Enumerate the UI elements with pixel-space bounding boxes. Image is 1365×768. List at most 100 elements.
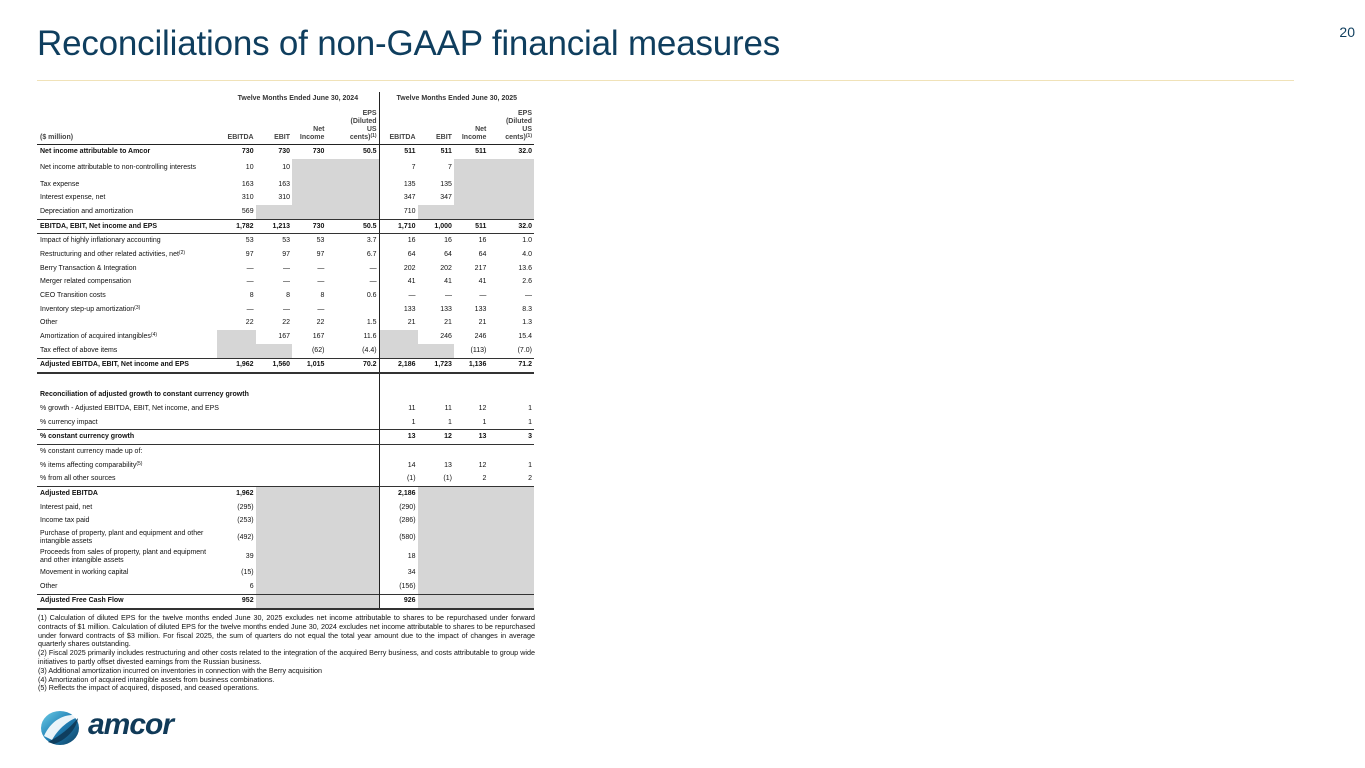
value-cell (488, 445, 534, 459)
period-2025-header: Twelve Months Ended June 30, 2025 (396, 95, 518, 102)
value-cell: 952 (217, 593, 256, 611)
value-cell: 12 (478, 461, 487, 469)
row-label: CEO Transition costs (40, 292, 106, 300)
table-row: EBITDA, EBIT, Net income and EPS 1,782 1,2… (37, 218, 534, 235)
value-cell (217, 343, 256, 359)
value-cell: 347 (440, 194, 452, 202)
value-cell (217, 330, 256, 344)
value-cell: 12 (417, 429, 454, 446)
col-ebitda-2024: EBITDA (217, 106, 256, 145)
value-cell (488, 205, 534, 220)
table-row: Adjusted EBITDA 1,962 2,186 (37, 486, 534, 501)
value-cell: (156) (399, 582, 416, 590)
value-cell: 64 (444, 250, 452, 258)
table-row: Amortization of acquired intangibles(4) 1… (37, 330, 534, 344)
table-body: Twelve Months Ended June 30, 2024 Twelve… (37, 92, 534, 611)
value-cell: — (283, 278, 291, 286)
value-cell: 1,962 (217, 486, 256, 501)
value-cell (255, 343, 293, 359)
row-label: Adjusted EBITDA, EBIT, Net income and EP… (37, 357, 218, 375)
value-cell: 730 (292, 218, 327, 235)
value-cell: 13.6 (518, 264, 532, 272)
table-row: Adjusted Free Cash Flow 952 926 (37, 593, 534, 611)
value-cell: 10 (245, 164, 254, 172)
table-row: Net income attributable to Amcor 730 730 73… (37, 144, 534, 159)
value-cell: 730 (241, 147, 254, 155)
value-cell: 15.4 (518, 333, 532, 341)
value-cell: 710 (403, 207, 416, 215)
row-label: Interest expense, net (40, 194, 106, 202)
amcor-globe-icon (41, 711, 82, 745)
value-cell: 16 (478, 237, 487, 245)
value-cell: 1,782 (217, 218, 256, 235)
row-label: Other (40, 319, 58, 327)
value-cell: 11.6 (326, 330, 380, 344)
col-eps-2024: EPS (Diluted US cents)(1) (326, 106, 380, 145)
value-cell: 13 (444, 461, 452, 469)
row-label: Tax effect of above items (40, 346, 118, 354)
value-cell (292, 191, 327, 206)
value-cell: 71.2 (488, 357, 534, 375)
value-cell: — (326, 275, 380, 290)
value-cell: — (444, 292, 452, 300)
value-cell: — (283, 264, 291, 272)
value-cell (326, 177, 380, 192)
value-cell: 1 (448, 418, 452, 426)
value-cell (255, 205, 293, 220)
footnote-4: (4) Amortization of acquired intangible … (38, 674, 275, 684)
footnote-1: (1) Calculation of diluted EPS for the t… (38, 613, 535, 649)
value-cell: 246 (440, 333, 452, 341)
value-cell: 50.5 (326, 218, 380, 235)
value-cell: (253) (237, 517, 254, 525)
value-cell: — (317, 264, 325, 272)
value-cell: 1,000 (417, 218, 454, 235)
value-cell: 97 (245, 250, 254, 258)
value-cell (292, 158, 327, 178)
value-cell: 246 (474, 333, 487, 341)
value-cell: 2 (528, 475, 532, 483)
table-row: Merger related compensation — — — —41 41 41 2.6 (37, 275, 534, 290)
row-label: Movement in working capital (40, 569, 129, 577)
value-cell (326, 158, 380, 178)
unit-label: ($ million) (37, 106, 218, 145)
value-cell: (580) (399, 533, 416, 541)
value-cell: 730 (278, 147, 291, 155)
value-cell: 310 (278, 194, 291, 202)
row-label: % currency impact (40, 418, 98, 426)
value-cell: (7.0) (517, 346, 532, 354)
footnote-3: (3) Additional amortization incurred on … (38, 665, 323, 675)
value-cell: 12 (478, 404, 487, 412)
col-eps-2025: EPS (Diluted US cents)(1) (488, 106, 534, 145)
value-cell: (4.4) (326, 343, 380, 359)
table-row: % currency impact 1 1 1 1 (37, 415, 534, 430)
value-cell (326, 205, 380, 220)
value-cell: 22 (245, 319, 254, 327)
row-label: EBITDA, EBIT, Net income and EPS (37, 218, 218, 235)
row-label: Restructuring and other related activiti… (40, 249, 186, 258)
row-label: Berry Transaction & Integration (40, 264, 137, 272)
value-cell: 11 (444, 404, 452, 412)
value-cell: 1.5 (326, 316, 380, 331)
table-row: Purchase of property, plant and equipmen… (37, 528, 534, 548)
value-cell: 135 (403, 180, 416, 188)
col-net-income-2024: Net Income (292, 106, 327, 145)
value-cell: 730 (312, 147, 325, 155)
value-cell: 16 (444, 237, 452, 245)
row-label: % constant currency made up of: (40, 447, 143, 455)
value-cell: 32.0 (518, 147, 532, 155)
value-cell: 7 (411, 164, 416, 172)
value-cell: 202 (440, 264, 452, 272)
table-row: Adjusted EBITDA, EBIT, Net income and EP… (37, 357, 534, 375)
value-cell: — (246, 305, 254, 313)
value-cell: 1,723 (417, 357, 454, 375)
table-row: Impact of highly inflationary accounting… (37, 233, 534, 249)
value-cell: 8.3 (522, 305, 532, 313)
table-row: Restructuring and other related activiti… (37, 248, 534, 262)
value-cell: 2.6 (522, 278, 532, 286)
value-cell: 202 (403, 264, 416, 272)
table-row: Depreciation and amortization 569 710 (37, 205, 534, 220)
page-title: Reconciliations of non-GAAP financial me… (37, 24, 781, 63)
value-cell: 34 (407, 569, 416, 577)
value-cell: 21 (407, 319, 416, 327)
value-cell: 6.7 (326, 248, 380, 262)
